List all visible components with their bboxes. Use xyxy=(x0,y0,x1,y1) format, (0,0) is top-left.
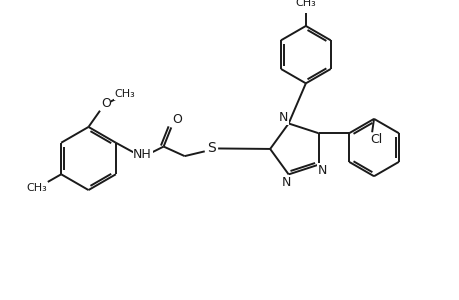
Text: N: N xyxy=(279,111,288,124)
Text: O: O xyxy=(101,97,111,110)
Text: Cl: Cl xyxy=(369,134,381,146)
Text: N: N xyxy=(281,176,291,189)
Text: NH: NH xyxy=(133,148,151,161)
Text: S: S xyxy=(207,142,215,155)
Text: N: N xyxy=(317,164,326,177)
Text: O: O xyxy=(172,113,182,126)
Text: CH₃: CH₃ xyxy=(295,0,315,8)
Text: CH₃: CH₃ xyxy=(26,183,47,193)
Text: CH₃: CH₃ xyxy=(114,89,135,99)
